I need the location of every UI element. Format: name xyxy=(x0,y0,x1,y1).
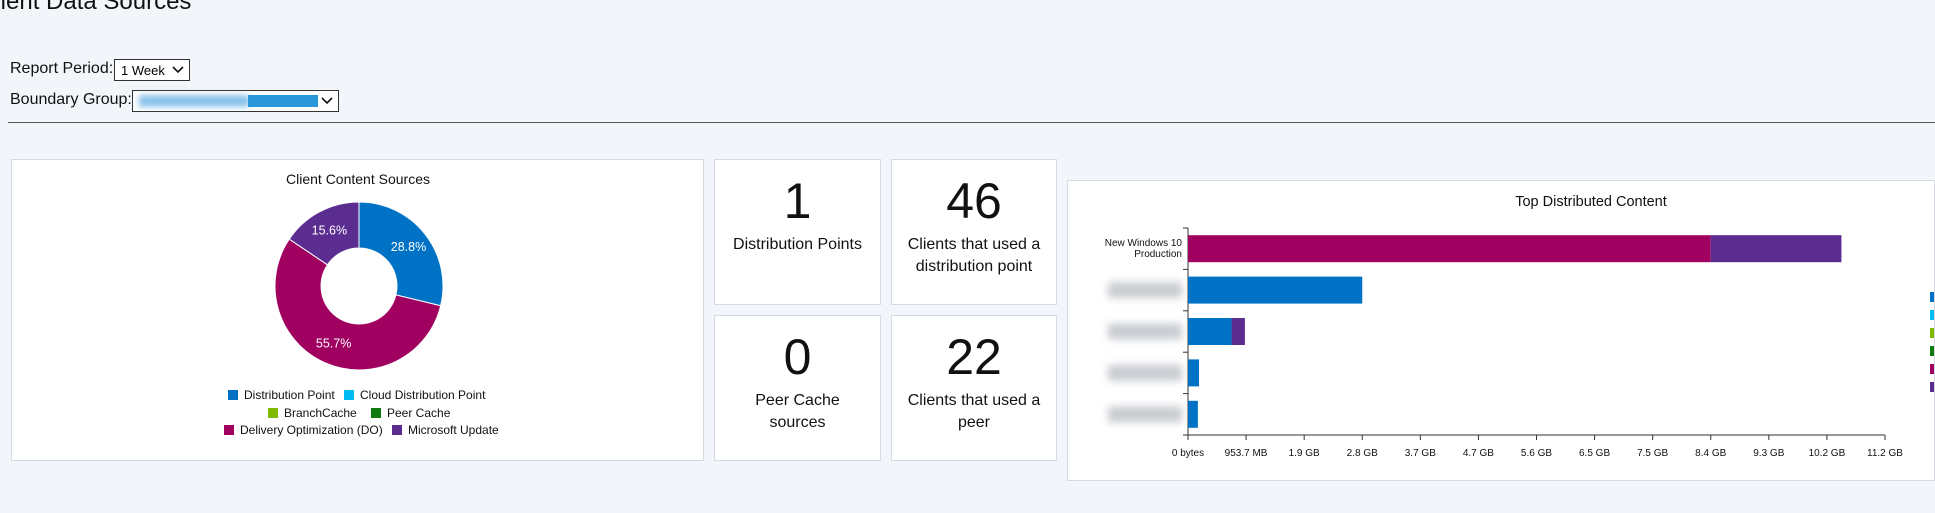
x-tick-label: 5.6 GB xyxy=(1521,448,1552,459)
pie-slice xyxy=(358,201,444,307)
tile-value: 46 xyxy=(946,173,1002,229)
blurred-value xyxy=(139,95,249,107)
tile: 22 Clients that used a peer xyxy=(891,315,1057,461)
legend-label: Peer Cache xyxy=(387,406,451,420)
x-tick-label: 953.7 MB xyxy=(1225,448,1268,459)
pie-chart: Client Content Sources 28.8% 55.7% 15.6% Dis… xyxy=(224,171,499,437)
pie-slice xyxy=(274,238,442,371)
legend-swatch xyxy=(371,408,381,418)
legend-label: Distribution Point xyxy=(244,388,335,402)
bar-segment xyxy=(1188,359,1200,387)
slice-label: 55.7% xyxy=(316,337,351,351)
tile: 46 Clients that used a distribution poin… xyxy=(891,159,1057,305)
dropdown-arrow xyxy=(321,97,333,105)
x-tick-label: 11.2 GB xyxy=(1867,448,1903,459)
boundary-group-label: Boundary Group: xyxy=(10,91,132,108)
bar-segment xyxy=(1188,276,1363,304)
tile-label: Clients that used a peer xyxy=(907,392,1041,431)
pie-slice xyxy=(288,201,360,266)
divider xyxy=(8,122,1935,123)
x-tick-label: 4.7 GB xyxy=(1463,448,1494,459)
legend-swatch xyxy=(392,425,402,435)
chart-title: Client Content Sources xyxy=(286,171,430,187)
tile-value: 0 xyxy=(783,329,812,385)
legend-swatch xyxy=(1930,310,1934,320)
report-period-label: Report Period: xyxy=(10,60,114,77)
legend-swatch xyxy=(1930,382,1934,392)
blurred-label xyxy=(1108,406,1182,423)
legend-swatch xyxy=(344,390,354,400)
x-tick-label: 3.7 GB xyxy=(1405,448,1436,459)
x-tick-label: 7.5 GB xyxy=(1637,448,1668,459)
pie-panel: Client Content Sources 28.8% 55.7% 15.6% Dis… xyxy=(11,159,704,461)
tile-label: Clients that used a distribution point xyxy=(907,236,1041,275)
bar-panel: Top Distributed Content 0 bytes 953.7 MB 1.… xyxy=(1067,180,1935,481)
page-title: Client Data Sources xyxy=(0,0,192,15)
x-tick-label: 2.8 GB xyxy=(1347,448,1378,459)
tile-label: Distribution Points xyxy=(733,236,862,253)
slice-label: 28.8% xyxy=(391,240,426,254)
blurred-label xyxy=(1108,323,1182,340)
chart-title: Top Distributed Content xyxy=(1515,194,1667,210)
legend-swatch xyxy=(1930,328,1934,338)
legend-label: Delivery Optimization (DO) xyxy=(240,423,383,437)
legend-swatch xyxy=(224,425,234,435)
legend-swatch xyxy=(228,390,238,400)
tile-value: 22 xyxy=(946,329,1002,385)
legend-label: Microsoft Update xyxy=(408,423,499,437)
blurred-label xyxy=(1108,282,1182,299)
x-tick-label: 0 bytes xyxy=(1172,448,1204,459)
slice-label: 15.6% xyxy=(312,223,347,237)
tile-label: Peer Cache sources xyxy=(755,392,840,431)
y-tick-label: New Windows 10 Production xyxy=(1104,237,1182,260)
selection-highlight xyxy=(248,95,318,107)
legend-label: Cloud Distribution Point xyxy=(360,388,486,402)
legend-swatch xyxy=(1930,292,1934,302)
x-tick-label: 10.2 GB xyxy=(1809,448,1846,459)
bar-chart: Top Distributed Content 0 bytes 953.7 MB 1.… xyxy=(1108,194,1934,459)
dropdown-arrow xyxy=(172,66,184,74)
x-tick-label: 6.5 GB xyxy=(1579,448,1610,459)
bar-segment xyxy=(1231,318,1245,345)
tile: 0 Peer Cache sources xyxy=(714,315,881,461)
bar-segment xyxy=(1188,318,1232,345)
tile-value: 1 xyxy=(783,173,812,229)
bar-segment xyxy=(1710,235,1842,263)
legend-label: BranchCache xyxy=(284,406,357,420)
x-tick-label: 1.9 GB xyxy=(1289,448,1320,459)
bar-segment xyxy=(1188,235,1711,263)
tile: 1 Distribution Points xyxy=(714,159,881,305)
bar-segment xyxy=(1188,400,1198,428)
legend-swatch xyxy=(1930,364,1934,374)
blurred-label xyxy=(1108,364,1182,381)
boundary-group-select[interactable] xyxy=(132,90,339,112)
legend-swatch xyxy=(1930,346,1934,356)
x-tick-label: 9.3 GB xyxy=(1753,448,1784,459)
report-period-select[interactable]: 1 Week xyxy=(114,59,190,81)
x-tick-label: 8.4 GB xyxy=(1695,448,1726,459)
legend-swatch xyxy=(268,408,278,418)
report-period-value: 1 Week xyxy=(121,63,165,78)
